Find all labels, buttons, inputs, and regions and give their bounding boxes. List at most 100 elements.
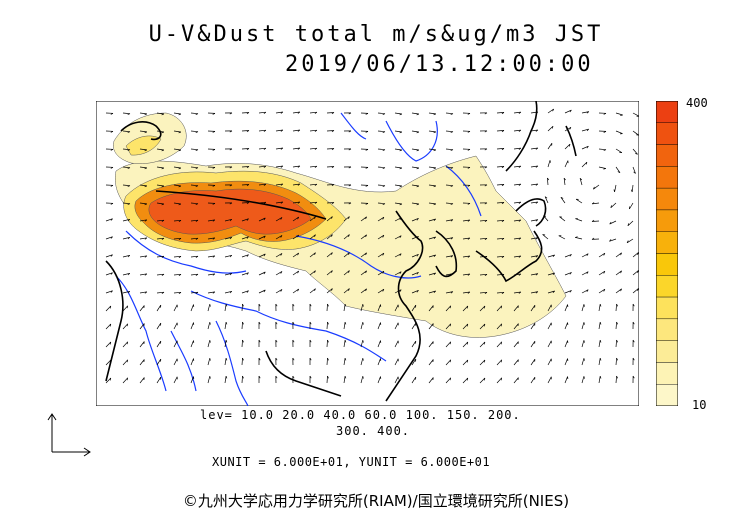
wind-arrow-head (229, 112, 233, 115)
wind-arrow (258, 183, 266, 186)
wind-arrow (598, 288, 606, 294)
wind-arrow-head (449, 305, 452, 309)
wind-arrow (564, 254, 572, 258)
wind-arrow (530, 237, 538, 240)
wind-arrow (445, 112, 454, 115)
wind-arrow-head (178, 256, 182, 258)
wind-arrow-head (603, 271, 606, 274)
wind-arrow (547, 143, 553, 150)
wind-arrow-head (212, 219, 216, 222)
wind-arrow-head (144, 185, 148, 188)
wind-arrow-head (314, 270, 316, 274)
wind-arrow-head (518, 165, 522, 168)
wind-arrow (190, 376, 194, 384)
wind-arrow (615, 270, 622, 276)
wind-arrow (581, 128, 589, 132)
wind-arrow-head (450, 203, 454, 205)
wind-arrow (394, 358, 399, 366)
wind-arrow (190, 219, 199, 222)
wind-arrow (394, 289, 402, 294)
wind-arrow-head (450, 291, 454, 294)
wind-arrow-head (399, 149, 403, 152)
wind-arrow-head (195, 219, 199, 222)
wind-arrow (105, 359, 112, 366)
wind-arrow-head (450, 113, 454, 115)
wind-arrow-head (365, 131, 369, 133)
wind-arrow-head (518, 111, 522, 114)
wind-arrow-head (466, 341, 469, 345)
wind-arrow (614, 184, 617, 192)
wind-arrow (258, 111, 266, 114)
wind-arrow (326, 288, 333, 294)
wind-arrow-head (433, 131, 437, 134)
wind-arrow-head (635, 153, 638, 155)
wind-arrow (428, 184, 436, 187)
wind-arrow (122, 236, 130, 240)
wind-arrow (598, 252, 606, 258)
wind-arrow (377, 376, 381, 384)
wind-arrow-head (563, 177, 566, 181)
wind-arrow-head (613, 189, 615, 192)
wind-arrow-head (212, 237, 216, 240)
wind-arrow (122, 272, 130, 276)
wind-arrow-head (212, 255, 216, 258)
wind-arrow-head (599, 339, 602, 343)
wind-arrow-head (617, 171, 621, 174)
wind-arrow (581, 304, 585, 312)
wind-arrow-head (365, 185, 369, 187)
wind-arrow-head (178, 149, 182, 152)
wind-arrow-head (382, 271, 385, 274)
wind-arrow-head (280, 253, 283, 256)
wind-arrow-head (263, 183, 267, 186)
wind-arrow (326, 112, 335, 114)
wind-arrow-head (450, 219, 454, 222)
wind-arrow (564, 290, 572, 294)
wind-arrow (309, 111, 317, 114)
wind-arrow-head (195, 203, 199, 206)
wind-arrow (544, 196, 549, 204)
wind-arrow-head (348, 184, 352, 187)
wind-arrow-head (280, 129, 284, 132)
wind-arrow (173, 166, 181, 169)
wind-arrow-head (331, 112, 335, 115)
wind-arrow-head (127, 273, 131, 276)
wind-arrow-head (501, 220, 505, 222)
wind-arrow-head (362, 376, 364, 379)
wind-arrow (241, 357, 243, 366)
wind-arrow-head (549, 160, 551, 163)
wind-arrow (122, 341, 128, 348)
dust-region-northwest-mid (125, 135, 162, 156)
wind-arrow (139, 148, 147, 151)
wind-arrow (428, 290, 436, 294)
wind-arrow (615, 288, 622, 294)
wind-arrow-head (246, 166, 250, 169)
wind-arrow (530, 147, 538, 150)
wind-arrow (309, 216, 316, 222)
wind-arrow-head (627, 223, 630, 226)
wind-arrow (394, 166, 402, 169)
wind-arrow (513, 237, 521, 240)
wind-arrow (615, 130, 623, 134)
wind-arrow (292, 183, 300, 186)
wind-arrow (542, 234, 549, 240)
wind-arrow-head (552, 290, 555, 294)
wind-arrow-head (292, 375, 295, 379)
wind-arrow-head (365, 113, 369, 115)
wind-arrow (190, 291, 199, 294)
wind-arrow (343, 288, 350, 294)
wind-arrow (559, 216, 566, 222)
wind-arrow-head (433, 236, 436, 240)
wind-arrow (513, 111, 521, 114)
wind-arrow-head (620, 114, 623, 116)
wind-arrow-head (467, 166, 471, 169)
wind-arrow-head (399, 217, 402, 220)
wind-arrow (173, 304, 178, 312)
wind-arrow-head (263, 129, 267, 132)
wind-arrow (326, 270, 333, 276)
chart-datetime: 2019/06/13.12:00:00 (285, 52, 594, 77)
wind-arrow-head (331, 216, 333, 219)
wind-arrow-head (416, 185, 420, 188)
wind-arrow-head (161, 203, 165, 206)
wind-arrow-head (416, 236, 419, 239)
wind-arrow-head (229, 148, 233, 151)
